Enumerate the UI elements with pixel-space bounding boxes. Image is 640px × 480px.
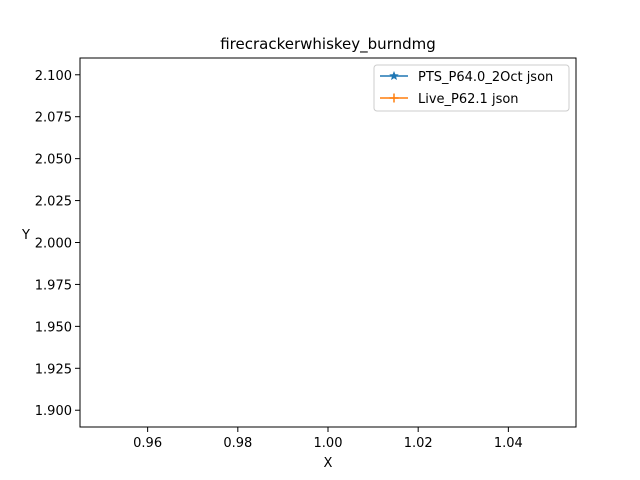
x-axis: 0.96 0.98 1.00 1.02 1.04 [133,427,523,451]
x-tick-label: 1.04 [494,436,523,451]
legend-entry-label: Live_P62.1 json [418,92,519,107]
y-tick-label: 2.000 [35,237,72,252]
y-axis: 1.900 1.925 1.950 1.975 2.000 2.025 2.050 2.075… [35,69,80,419]
chart-title: firecrackerwhiskey_burndmg [220,35,436,54]
x-tick-label: 0.96 [133,436,162,451]
legend-box [373,64,570,112]
y-tick-label: 1.925 [35,362,72,377]
legend-entry-label: PTS_P64.0_2Oct json [418,70,553,85]
x-tick-label: 0.98 [223,436,252,451]
y-tick-label: 2.075 [35,111,72,126]
y-tick-label: 2.025 [35,195,72,210]
x-tick-label: 1.00 [314,436,343,451]
star-marker [389,70,399,81]
x-tick-label: 1.02 [404,436,433,451]
y-tick-label: 1.900 [35,404,72,419]
y-axis-label: Y [21,228,30,243]
y-tick-label: 1.950 [35,320,72,335]
y-tick-label: 1.975 [35,278,72,293]
x-axis-label: X [324,456,333,471]
legend: PTS_P64.0_2Oct json Live_P62.1 json [373,64,570,112]
y-tick-label: 2.100 [35,69,72,84]
y-tick-label: 2.050 [35,153,72,168]
